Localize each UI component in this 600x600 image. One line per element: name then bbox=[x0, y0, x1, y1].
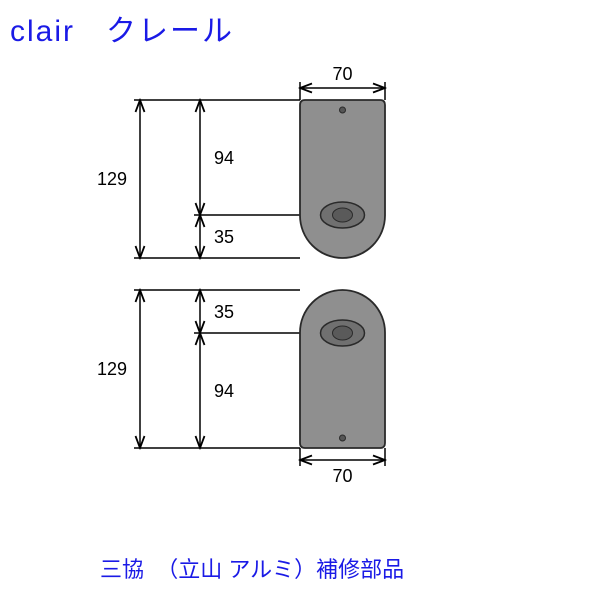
dim-bot-upper: 35 bbox=[204, 303, 244, 321]
dim-bot-width: 70 bbox=[323, 467, 363, 485]
dim-top-lower: 35 bbox=[204, 228, 244, 246]
dim-bot-lower: 94 bbox=[204, 382, 244, 400]
footer-text: 三協 （立山 アルミ）補修部品 bbox=[100, 552, 404, 584]
tech-drawing bbox=[0, 0, 600, 600]
footer-note: （立山 アルミ）補修部品 bbox=[156, 557, 404, 582]
dim-top-upper: 94 bbox=[204, 149, 244, 167]
dim-top-width: 70 bbox=[323, 65, 363, 83]
dim-top-total: 129 bbox=[92, 170, 132, 188]
footer-maker: 三協 bbox=[100, 557, 144, 582]
dim-bot-total: 129 bbox=[92, 360, 132, 378]
